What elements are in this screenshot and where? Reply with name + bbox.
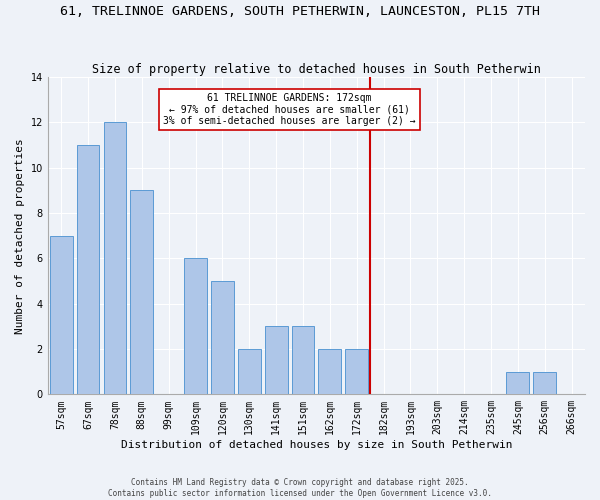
Bar <box>292 326 314 394</box>
Bar <box>130 190 153 394</box>
Text: Contains HM Land Registry data © Crown copyright and database right 2025.
Contai: Contains HM Land Registry data © Crown c… <box>108 478 492 498</box>
Bar <box>533 372 556 394</box>
Bar <box>265 326 287 394</box>
Text: 61, TRELINNOE GARDENS, SOUTH PETHERWIN, LAUNCESTON, PL15 7TH: 61, TRELINNOE GARDENS, SOUTH PETHERWIN, … <box>60 5 540 18</box>
Text: 61 TRELINNOE GARDENS: 172sqm
← 97% of detached houses are smaller (61)
3% of sem: 61 TRELINNOE GARDENS: 172sqm ← 97% of de… <box>163 93 416 126</box>
Bar <box>104 122 127 394</box>
Bar <box>238 349 260 395</box>
Bar <box>184 258 207 394</box>
Bar <box>506 372 529 394</box>
Bar <box>50 236 73 394</box>
Title: Size of property relative to detached houses in South Petherwin: Size of property relative to detached ho… <box>92 63 541 76</box>
Bar <box>345 349 368 395</box>
Bar <box>319 349 341 395</box>
Y-axis label: Number of detached properties: Number of detached properties <box>15 138 25 334</box>
Bar <box>211 281 234 394</box>
X-axis label: Distribution of detached houses by size in South Petherwin: Distribution of detached houses by size … <box>121 440 512 450</box>
Bar <box>77 145 100 394</box>
